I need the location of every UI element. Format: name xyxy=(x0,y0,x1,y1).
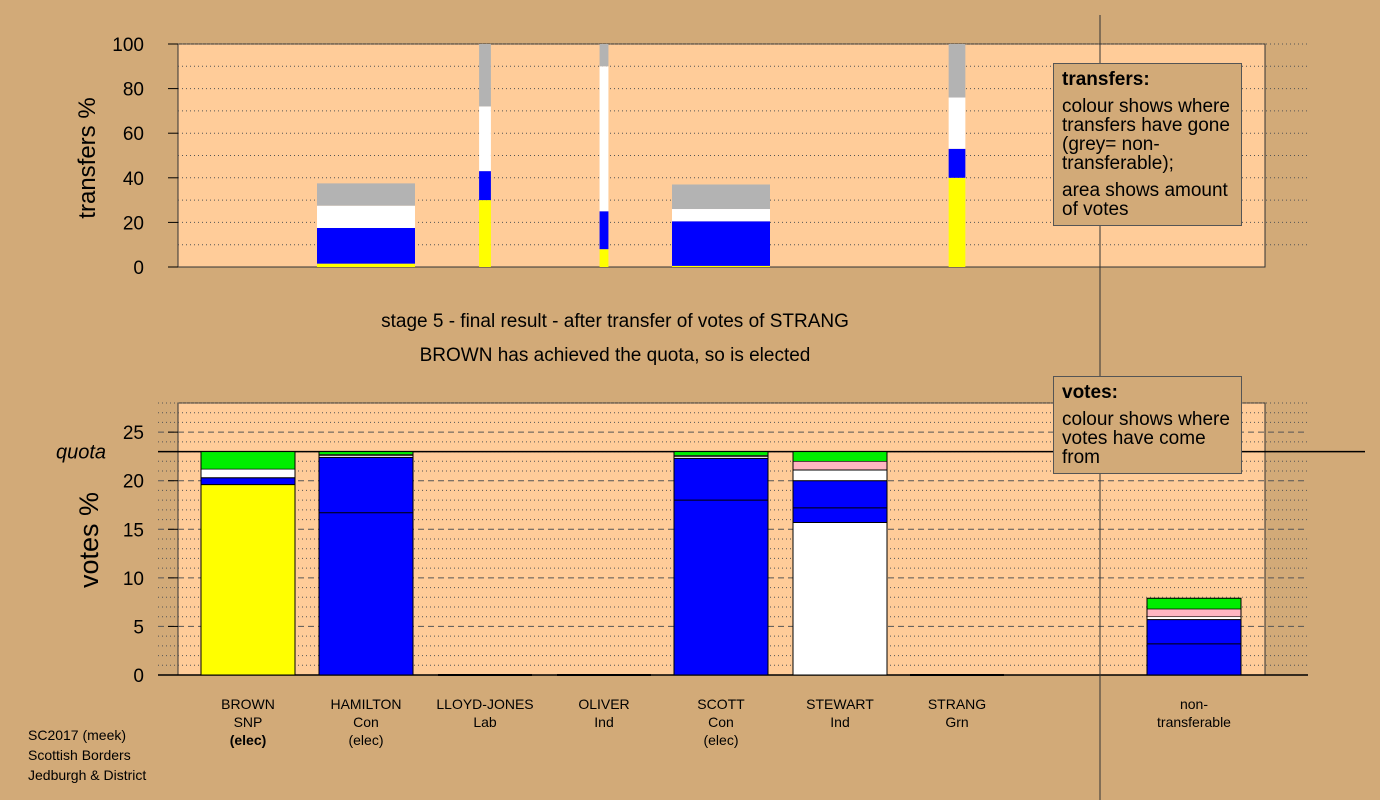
vote-segment-brown xyxy=(200,451,296,470)
vote-segment-stewart xyxy=(792,522,888,676)
votes-legend: votes: colour shows where votes have com… xyxy=(1053,376,1242,474)
vote-segment-stewart xyxy=(792,469,888,482)
transfer-segment-lloyd-jones xyxy=(479,106,491,172)
quota-label: quota xyxy=(56,442,106,464)
vote-segment-non xyxy=(1146,597,1242,610)
transfer-segment-oliver xyxy=(599,44,609,67)
stage-title: stage 5 - final result - after transfer … xyxy=(381,311,849,332)
vote-segment-brown xyxy=(200,477,296,485)
vote-segment-brown xyxy=(200,468,296,479)
candidate-label: OLIVER Ind xyxy=(544,695,664,731)
candidate-name: SCOTT xyxy=(697,696,745,712)
transfer-segment-strang xyxy=(948,177,966,267)
candidate-party: Ind xyxy=(594,714,614,730)
candidate-name: STEWART xyxy=(806,696,874,712)
candidate-name: STRANG xyxy=(927,696,987,712)
footer-line-2: Scottish Borders xyxy=(28,747,131,763)
transfer-segment-lloyd-jones xyxy=(479,200,491,267)
vote-segment-stewart xyxy=(792,480,888,523)
transfers-y-tick-label: 40 xyxy=(123,169,144,190)
footer-line-1: SC2017 (meek) xyxy=(28,727,127,743)
vote-segment-hamilton xyxy=(318,457,414,676)
transfer-segment-lloyd-jones xyxy=(479,171,491,201)
transfer-segment-lloyd-jones xyxy=(479,44,491,107)
transfers-legend-line2: area shows amount of votes xyxy=(1062,180,1228,220)
votes-y-tick-label: 15 xyxy=(123,520,144,541)
candidate-party: Ind xyxy=(830,714,850,730)
transfers-legend-line1: colour shows where transfers have gone (… xyxy=(1062,96,1230,174)
transfers-legend-title: transfers: xyxy=(1062,69,1150,90)
candidate-label: BROWN SNP (elec) xyxy=(188,695,308,749)
candidate-name: HAMILTON xyxy=(330,696,402,712)
votes-y-tick-label: 0 xyxy=(133,666,144,687)
transfer-segment-scott xyxy=(672,184,770,210)
vote-segment-stewart xyxy=(792,460,888,471)
transfer-segment-strang xyxy=(948,44,966,98)
votes-y-tick-label: 20 xyxy=(123,472,144,493)
candidate-party: Con xyxy=(708,714,734,730)
transfers-y-tick-label: 0 xyxy=(133,258,144,279)
candidate-label: STEWART Ind xyxy=(780,695,900,731)
transfers-y-tick-label: 80 xyxy=(123,80,144,101)
votes-y-axis-label: votes % xyxy=(74,492,104,588)
votes-legend-title: votes: xyxy=(1062,382,1118,403)
transfer-segment-oliver xyxy=(599,66,609,212)
candidate-party: Lab xyxy=(473,714,497,730)
transfers-y-tick-label: 20 xyxy=(123,213,144,234)
candidate-label: HAMILTON Con (elec) xyxy=(306,695,426,749)
votes-y-tick-label: 5 xyxy=(133,617,144,638)
transfer-segment-oliver xyxy=(599,249,609,267)
candidate-label: STRANG Grn xyxy=(897,695,1017,731)
footer-note: SC2017 (meek) Scottish Borders Jedburgh … xyxy=(28,725,146,785)
candidate-status: (elec) xyxy=(229,732,267,748)
candidate-label: LLOYD-JONES Lab xyxy=(425,695,545,731)
candidate-status: (elec) xyxy=(703,732,739,748)
transfer-segment-scott xyxy=(672,265,770,267)
vote-bar-outline xyxy=(792,451,888,676)
vote-segment-scott xyxy=(673,451,769,456)
candidate-name: OLIVER xyxy=(578,696,630,712)
transfer-segment-hamilton xyxy=(317,205,415,228)
votes-y-tick-label: 10 xyxy=(123,569,144,590)
transfer-segment-strang xyxy=(948,97,966,149)
vote-bar-outline xyxy=(673,451,769,676)
candidate-name: LLOYD-JONES xyxy=(436,696,534,712)
transfers-legend: transfers: colour shows where transfers … xyxy=(1053,63,1242,226)
vote-segment-stewart xyxy=(792,451,888,462)
transfer-segment-hamilton xyxy=(317,227,415,264)
candidate-party: Grn xyxy=(945,714,969,730)
votes-chart: quota 0 5 10 15 20 25 votes % xyxy=(56,402,1365,687)
vote-segment-brown xyxy=(200,484,296,676)
transfer-segment-hamilton xyxy=(317,263,415,267)
vote-segment-non xyxy=(1146,619,1242,676)
vote-segment-non xyxy=(1146,608,1242,618)
candidate-party: Con xyxy=(353,714,379,730)
transfer-segment-strang xyxy=(948,148,966,178)
candidate-party: SNP xyxy=(233,714,263,730)
vote-bar-outline xyxy=(318,451,414,676)
transfer-segment-hamilton xyxy=(317,183,415,206)
candidate-label: SCOTT Con (elec) xyxy=(661,695,781,749)
transfer-segment-oliver xyxy=(599,211,609,250)
transfer-segment-scott xyxy=(672,209,770,222)
candidate-party: transferable xyxy=(1157,714,1231,730)
transfers-y-tick-label: 60 xyxy=(123,124,144,145)
stage-subtitle: BROWN has achieved the quota, so is elec… xyxy=(419,345,811,366)
vote-bar-outline xyxy=(200,451,296,676)
vote-bar-outline xyxy=(1146,597,1242,676)
transfers-y-axis-label: transfers % xyxy=(74,97,101,218)
transfer-segment-scott xyxy=(672,221,770,266)
candidate-label: non-transferable xyxy=(1134,695,1254,731)
footer-line-3: Jedburgh & District xyxy=(28,767,147,783)
transfers-y-tick-label: 100 xyxy=(112,35,144,56)
candidate-name: non- xyxy=(1179,696,1209,712)
votes-legend-line1: colour shows where votes have come from xyxy=(1062,409,1230,468)
votes-y-tick-label: 25 xyxy=(123,423,144,444)
vote-segment-scott xyxy=(673,458,769,676)
candidate-name: BROWN xyxy=(221,696,275,712)
candidate-status: (elec) xyxy=(348,732,384,748)
